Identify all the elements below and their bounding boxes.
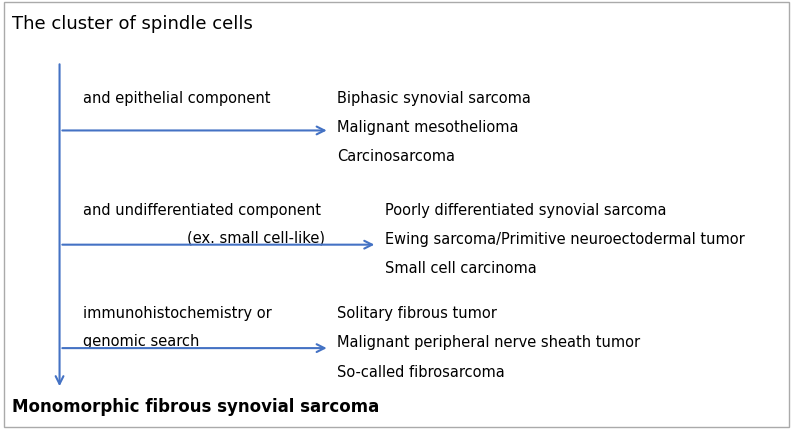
Text: Ewing sarcoma/Primitive neuroectodermal tumor: Ewing sarcoma/Primitive neuroectodermal … bbox=[385, 231, 745, 246]
Text: So-called fibrosarcoma: So-called fibrosarcoma bbox=[337, 364, 505, 379]
Text: Poorly differentiated synovial sarcoma: Poorly differentiated synovial sarcoma bbox=[385, 202, 667, 217]
Text: Carcinosarcoma: Carcinosarcoma bbox=[337, 149, 456, 164]
Text: Small cell carcinoma: Small cell carcinoma bbox=[385, 261, 537, 276]
Text: Solitary fibrous tumor: Solitary fibrous tumor bbox=[337, 305, 497, 320]
Text: Malignant peripheral nerve sheath tumor: Malignant peripheral nerve sheath tumor bbox=[337, 335, 641, 350]
Text: Malignant mesothelioma: Malignant mesothelioma bbox=[337, 120, 519, 135]
Text: and undifferentiated component: and undifferentiated component bbox=[83, 202, 322, 217]
Text: Monomorphic fibrous synovial sarcoma: Monomorphic fibrous synovial sarcoma bbox=[12, 397, 380, 415]
Text: The cluster of spindle cells: The cluster of spindle cells bbox=[12, 15, 252, 33]
Text: (ex. small cell-like): (ex. small cell-like) bbox=[187, 230, 325, 245]
Text: immunohistochemistry or: immunohistochemistry or bbox=[83, 305, 272, 320]
Text: genomic search: genomic search bbox=[83, 333, 200, 348]
Text: Biphasic synovial sarcoma: Biphasic synovial sarcoma bbox=[337, 90, 531, 105]
Text: and epithelial component: and epithelial component bbox=[83, 90, 271, 105]
